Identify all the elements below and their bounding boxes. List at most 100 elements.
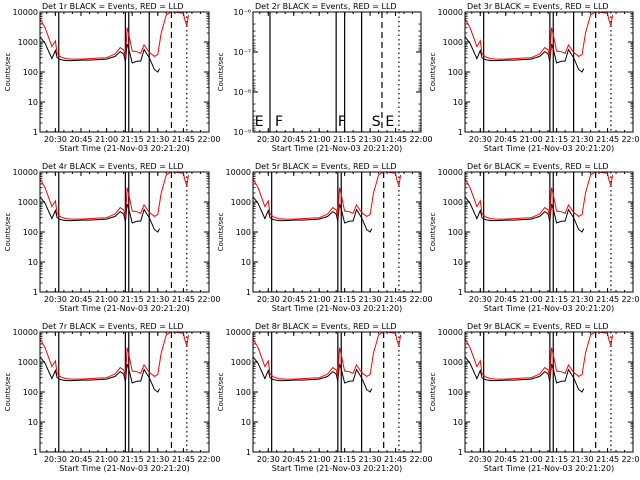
x-axis-label: Start Time (21-Nov-03 20:21:20) [59,464,189,473]
series-line-lld [465,332,614,380]
x-tick-label: 21:45 [384,135,407,144]
plot-area [253,172,402,292]
x-tick-label: 21:15 [545,135,568,144]
x-tick-label: 20:30 [257,295,280,304]
y-axis-label: Counts/sec [217,53,225,92]
y-tick-label: 1000 [18,198,38,207]
y-axis-label: Counts/sec [429,373,437,412]
y-tick-label: 10 [241,418,251,427]
x-tick-label: 21:30 [359,295,382,304]
panel-title: Det 9r BLACK = Events, RED = LLD [467,322,609,331]
panel-det-7: Det 7r BLACK = Events, RED = LLD 20:30 20:… [4,322,221,473]
x-tick-label: 20:30 [44,135,67,144]
x-axis-label: Start Time (21-Nov-03 20:21:20) [484,464,614,473]
y-tick-label: 1 [458,448,463,457]
x-tick-label: 21:15 [333,135,356,144]
x-tick-label: 20:45 [69,135,92,144]
x-tick-label: 21:00 [95,135,118,144]
x-tick-label: 21:15 [121,135,144,144]
plot-area [40,172,189,292]
y-tick-label: 10 [28,418,38,427]
y-tick-label: 10 [28,258,38,267]
y-tick-label: 1 [246,288,251,297]
x-tick-label: 21:00 [520,135,543,144]
y-tick-label: 10⁻⁶ [233,8,251,17]
panel-det-3: Det 3r BLACK = Events, RED = LLD 20:30 20:… [429,2,640,153]
panel-det-6: Det 6r BLACK = Events, RED = LLD 20:30 20:… [429,162,640,313]
x-tick-label: 22:00 [409,455,432,464]
x-tick-label: 21:45 [172,135,195,144]
y-axis-label: Counts/sec [4,373,12,412]
x-tick-label: 21:15 [121,455,144,464]
panel-title: Det 4r BLACK = Events, RED = LLD [42,162,184,171]
y-axis-label: Counts/sec [4,213,12,252]
annotation-label: E [385,114,394,130]
x-axis-label: Start Time (21-Nov-03 20:21:20) [59,304,189,313]
y-tick-label: 10 [453,418,463,427]
plot-frame [464,331,634,453]
y-axis-label: Counts/sec [217,373,225,412]
x-tick-label: 20:45 [69,455,92,464]
x-tick-label: 20:45 [69,295,92,304]
x-tick-label: 21:30 [571,295,594,304]
panel-title: Det 1r BLACK = Events, RED = LLD [42,2,184,11]
y-axis-label: Counts/sec [217,213,225,252]
panel-title: Det 5r BLACK = Events, RED = LLD [255,162,397,171]
x-tick-label: 21:45 [384,455,407,464]
annotation-label: F [338,114,346,130]
x-axis-label: Start Time (21-Nov-03 20:21:20) [272,304,402,313]
series-line-events [40,36,160,73]
x-tick-label: 20:30 [469,135,492,144]
x-axis-label: Start Time (21-Nov-03 20:21:20) [272,144,402,153]
x-tick-label: 21:45 [172,295,195,304]
x-axis-label: Start Time (21-Nov-03 20:21:20) [272,464,402,473]
y-tick-label: 1 [33,128,38,137]
y-tick-label: 1 [458,128,463,137]
panel-det-4: Det 4r BLACK = Events, RED = LLD 20:30 20:… [4,162,221,313]
series-line-lld [465,12,614,60]
panel-det-8: Det 8r BLACK = Events, RED = LLD 20:30 20:… [217,322,433,473]
plot-frame [464,171,634,293]
x-tick-label: 21:00 [95,455,118,464]
series-line-lld [40,172,189,220]
x-tick-label: 21:00 [95,295,118,304]
x-tick-label: 20:45 [282,295,305,304]
x-tick-label: 21:15 [121,295,144,304]
x-tick-label: 21:30 [359,135,382,144]
x-tick-label: 21:00 [308,135,331,144]
x-tick-label: 21:30 [146,455,169,464]
panel-title: Det 7r BLACK = Events, RED = LLD [42,322,184,331]
x-tick-label: 21:30 [146,135,169,144]
x-tick-label: 22:00 [409,295,432,304]
panel-title: Det 6r BLACK = Events, RED = LLD [467,162,609,171]
series-line-events [40,356,160,393]
x-tick-label: 21:30 [571,135,594,144]
y-tick-label: 10000 [438,8,463,17]
y-axis-label: Counts/sec [429,53,437,92]
plot-area [465,12,614,132]
y-tick-label: 10⁻⁸ [233,88,251,97]
y-tick-label: 10000 [438,168,463,177]
y-tick-label: 10000 [226,328,251,337]
series-line-events [40,196,160,233]
plot-frame [252,331,422,453]
x-tick-label: 21:00 [308,295,331,304]
panel-det-9: Det 9r BLACK = Events, RED = LLD 20:30 20:… [429,322,640,473]
y-tick-label: 10000 [438,328,463,337]
x-tick-label: 21:00 [520,295,543,304]
series-line-events [465,196,585,233]
y-tick-label: 1 [33,448,38,457]
x-tick-label: 20:45 [494,455,517,464]
x-axis-label: Start Time (21-Nov-03 20:21:20) [484,304,614,313]
x-tick-label: 20:30 [257,455,280,464]
series-line-lld [465,172,614,220]
x-tick-label: 22:00 [197,135,220,144]
y-tick-label: 1000 [231,198,251,207]
x-tick-label: 22:00 [409,135,432,144]
x-tick-label: 22:00 [197,455,220,464]
y-axis-label: Counts/sec [429,213,437,252]
annotation-label: S [372,114,381,130]
y-tick-label: 10⁻⁹ [233,128,251,137]
x-tick-label: 20:45 [494,295,517,304]
